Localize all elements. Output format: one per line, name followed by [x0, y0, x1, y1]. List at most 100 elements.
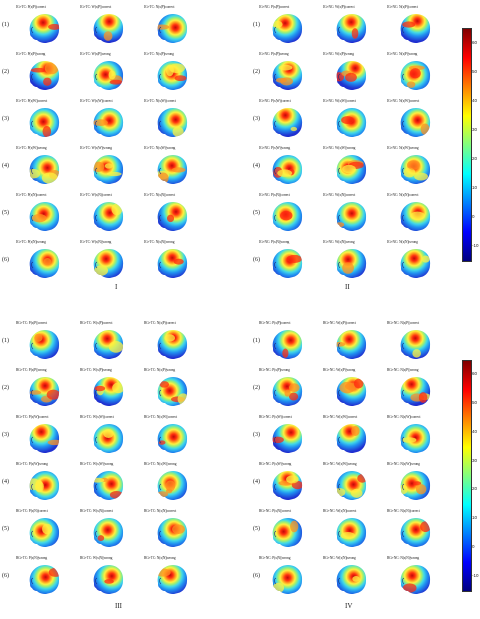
colorbar-tick-label: 0: [472, 543, 475, 549]
cell-caption: IG+TC: W(x|W)|correct: [80, 99, 113, 103]
cell-caption: RG+NC: W(x|P)|wrong: [323, 368, 356, 372]
scalp-map: [272, 108, 303, 137]
topomap-cell: RG+TC: P(x|N)|correct: [16, 509, 66, 552]
colorbar-tick-label: 30: [472, 457, 478, 463]
head-topography: [157, 377, 188, 406]
scalp-map: [400, 424, 431, 453]
head-topography: [336, 424, 367, 453]
cell-caption: IG+NC: P(x|N)|wrong: [259, 240, 290, 244]
scalp-map: [157, 565, 188, 594]
head-topography: [157, 155, 188, 184]
topomap-cell: IG+NC: W(x|N)|wrong: [323, 240, 373, 283]
head-topography: [29, 565, 60, 594]
topomap-cell: RG+TC: N(x|W)|wrong: [144, 462, 194, 505]
cell-caption: RG+TC: P(x|N)|correct: [16, 509, 48, 513]
colorbar-tick-label: 30: [472, 126, 478, 132]
cell-caption: RG+TC: W(x|N)|wrong: [80, 556, 113, 560]
topomap-cell: RG+TC: P(x|P)|correct: [16, 321, 66, 364]
topomap-cell: RG+NC: W(x|P)|correct: [323, 321, 373, 364]
row-label: (4): [253, 479, 260, 485]
head-topography: [29, 249, 60, 278]
head-topography: [93, 155, 124, 184]
cell-caption: RG+NC: W(x|N)|correct: [323, 509, 357, 513]
cell-caption: RG+TC: N(x|N)|wrong: [144, 556, 176, 560]
colorbar-tick-label: 60: [472, 371, 478, 377]
row-label: (4): [253, 163, 260, 169]
topomap-cell: RG+NC: W(x|P)|wrong: [323, 368, 373, 411]
cell-caption: RG+TC: W(x|N)|correct: [80, 509, 113, 513]
colorbar-tick-label: 10: [472, 184, 478, 190]
head-topography: [272, 155, 303, 184]
head-topography: [29, 471, 60, 500]
cell-caption: RG+NC: P(x|W)|correct: [259, 415, 292, 419]
topomap-cell: RG+TC: W(x|P)|correct: [80, 321, 130, 364]
topomap-cell: IG+TC: W(x|P)|wrong: [80, 52, 130, 95]
topomap-cell: RG+NC: N(x|P)|correct: [387, 321, 437, 364]
colorbar-tick-label: 20: [472, 155, 478, 161]
cell-caption: RG+TC: N(x|P)|wrong: [144, 368, 176, 372]
cell-caption: RG+TC: W(x|P)|wrong: [80, 368, 112, 372]
cell-caption: RG+TC: W(x|W)|wrong: [80, 462, 114, 466]
cell-caption: RG+NC: W(x|N)|wrong: [323, 556, 356, 560]
row-label: (3): [2, 432, 9, 438]
cell-caption: IG+NC: N(x|W)|correct: [387, 99, 420, 103]
topomap-cell: IG+TC: N(x|P)|wrong: [144, 52, 194, 95]
cell-caption: RG+NC: P(x|P)|wrong: [259, 368, 290, 372]
cell-caption: IG+TC: P(x|W)|wrong: [16, 146, 47, 150]
topomap-cell: RG+TC: P(x|N)|wrong: [16, 556, 66, 599]
cell-caption: IG+TC: P(x|N)|wrong: [16, 240, 46, 244]
head-topography: [29, 108, 60, 137]
cell-caption: RG+NC: P(x|N)|correct: [259, 509, 292, 513]
head-topography: [93, 249, 124, 278]
cell-caption: RG+NC: W(x|W)|correct: [323, 415, 358, 419]
cell-caption: RG+TC: W(x|W)|correct: [80, 415, 114, 419]
head-topography: [400, 471, 431, 500]
topomap-cell: RG+NC: P(x|N)|wrong: [259, 556, 309, 599]
head-topography: [29, 424, 60, 453]
head-topography: [93, 471, 124, 500]
scalp-map: [272, 424, 303, 453]
cell-caption: IG+NC: P(x|N)|correct: [259, 193, 290, 197]
cell-caption: IG+TC: W(x|P)|correct: [80, 5, 112, 9]
head-topography: [272, 377, 303, 406]
cell-caption: IG+NC: W(x|P)|wrong: [323, 52, 354, 56]
head-topography: [93, 377, 124, 406]
row-label: (6): [2, 573, 9, 579]
topomap-cell: IG+TC: W(x|N)|correct: [80, 193, 130, 236]
scalp-map: [29, 471, 60, 500]
scalp-map: [272, 330, 303, 359]
row-label: (2): [2, 69, 9, 75]
scalp-map: [400, 330, 431, 359]
cell-caption: RG+TC: P(x|P)|correct: [16, 321, 48, 325]
topomap-cell: RG+NC: W(x|W)|wrong: [323, 462, 373, 505]
row-label: (3): [253, 116, 260, 122]
row-label: (5): [2, 526, 9, 532]
cell-caption: RG+NC: W(x|P)|correct: [323, 321, 356, 325]
cell-caption: IG+TC: N(x|N)|correct: [144, 193, 176, 197]
head-topography: [157, 471, 188, 500]
head-topography: [336, 202, 367, 231]
cell-caption: RG+TC: W(x|P)|correct: [80, 321, 113, 325]
topomap-cell: RG+NC: P(x|P)|wrong: [259, 368, 309, 411]
topomap-cell: IG+NC: P(x|N)|wrong: [259, 240, 309, 283]
scalp-map: [29, 424, 60, 453]
colorbar-tick-label: 20: [472, 486, 478, 492]
cell-caption: IG+TC: W(x|N)|wrong: [80, 240, 112, 244]
cell-caption: IG+NC: P(x|W)|correct: [259, 99, 291, 103]
topomap-cell: IG+NC: P(x|W)|wrong: [259, 146, 309, 189]
topomap-cell: IG+NC: P(x|N)|correct: [259, 193, 309, 236]
topomap-cell: RG+NC: W(x|N)|correct: [323, 509, 373, 552]
colorbar: [462, 360, 472, 592]
colorbar-tick-label: -10: [472, 242, 479, 248]
head-topography: [400, 108, 431, 137]
topomap-cell: RG+NC: P(x|W)|correct: [259, 415, 309, 458]
cell-caption: RG+TC: P(x|W)|wrong: [16, 462, 48, 466]
scalp-map: [336, 565, 367, 594]
head-topography: [272, 14, 303, 43]
scalp-map: [336, 424, 367, 453]
row-label: (4): [2, 479, 9, 485]
cell-caption: IG+NC: W(x|N)|correct: [323, 193, 356, 197]
scalp-map: [29, 330, 60, 359]
cell-caption: RG+NC: N(x|N)|correct: [387, 509, 420, 513]
head-topography: [157, 565, 188, 594]
